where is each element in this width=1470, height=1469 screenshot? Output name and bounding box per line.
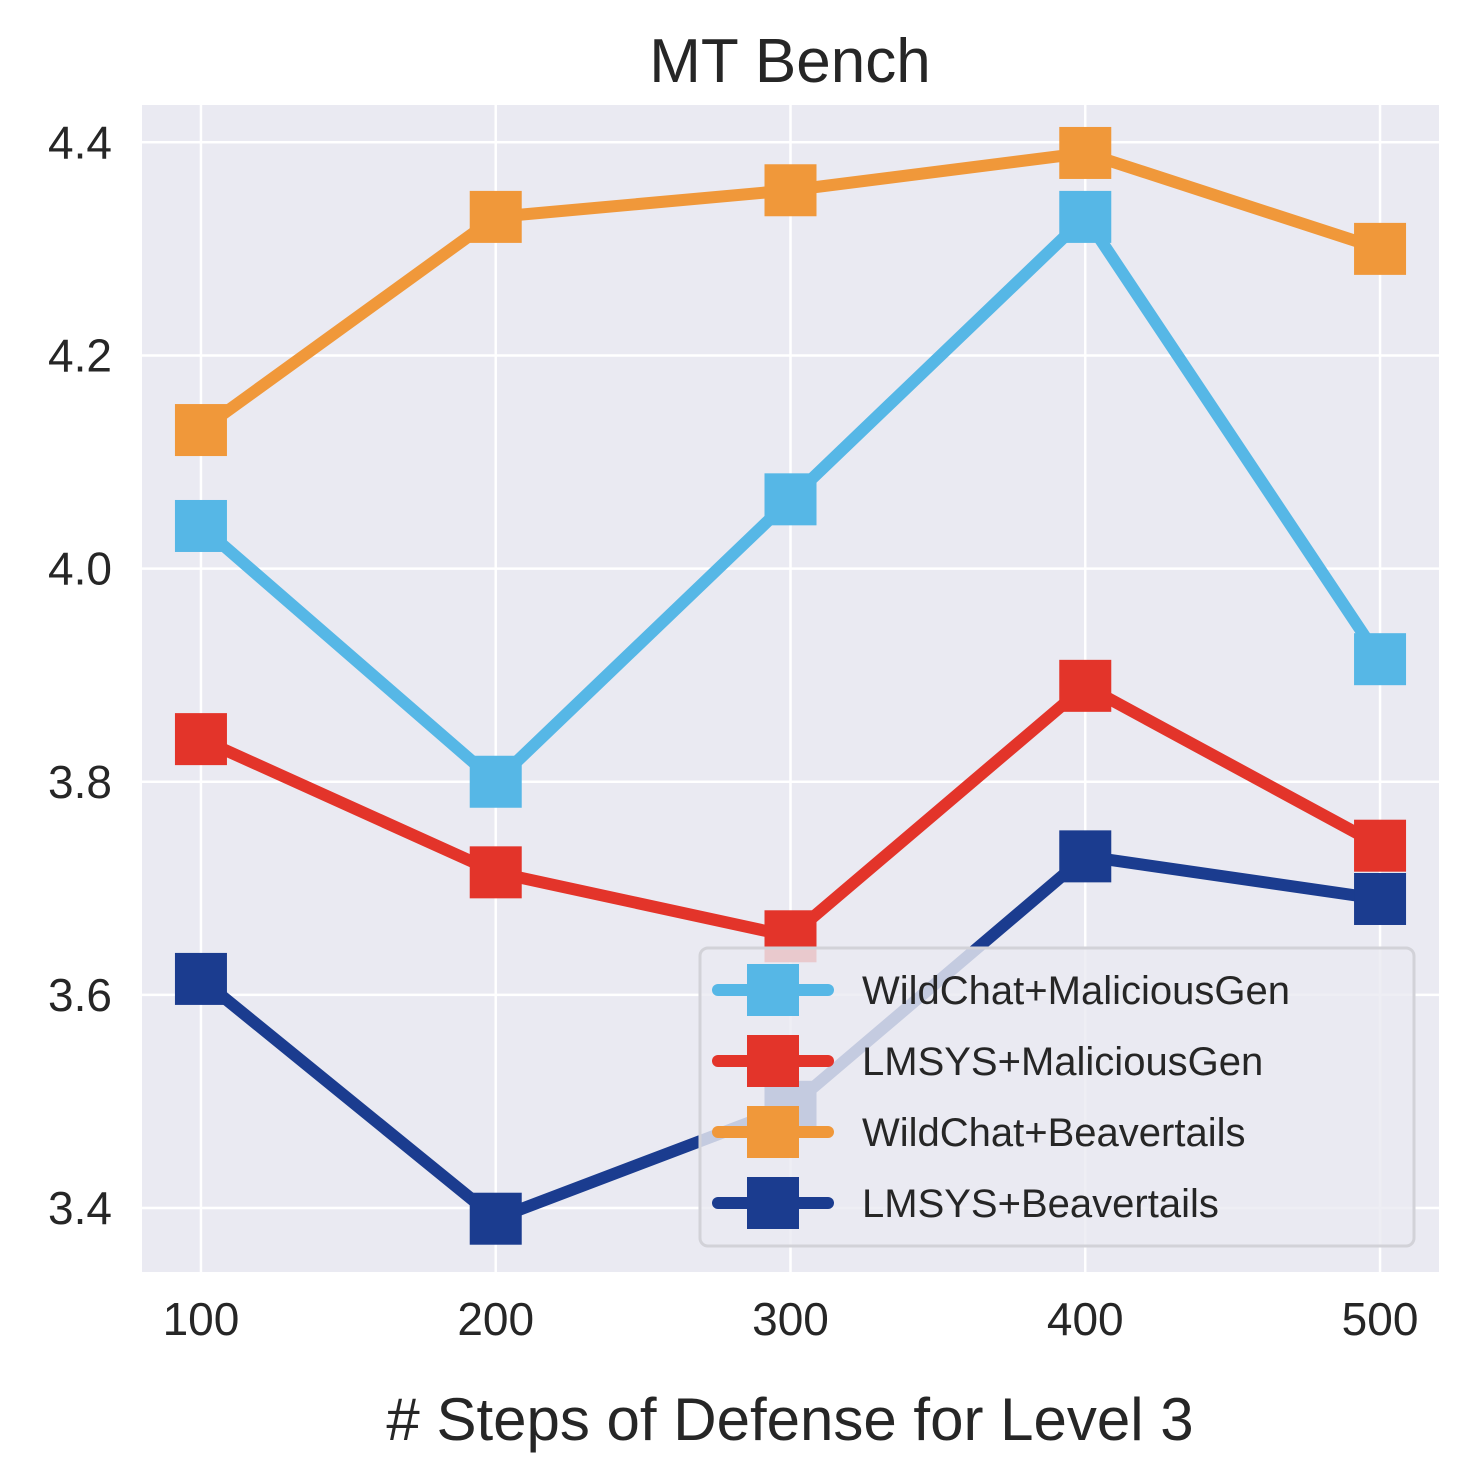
y-tick-label: 4.4 [48, 116, 112, 168]
data-point [174, 713, 227, 766]
series-wildchat-beavertails [174, 126, 1407, 457]
legend-box [698, 946, 1416, 1248]
data-point [1059, 190, 1112, 243]
legend-swatch-marker [747, 1106, 799, 1158]
data-point [174, 404, 227, 457]
data-point [469, 755, 522, 808]
data-point [469, 1192, 522, 1245]
legend-label: LMSYS+Beavertails [862, 1182, 1219, 1226]
legend-label: WildChat+MaliciousGen [862, 969, 1290, 1013]
legend-label: WildChat+Beavertails [862, 1111, 1246, 1155]
data-point [469, 846, 522, 899]
y-tick-label: 3.4 [48, 1182, 112, 1234]
legend-swatch-marker [747, 1035, 799, 1087]
data-point [1354, 819, 1407, 872]
x-tick-label: 500 [1342, 1293, 1419, 1345]
data-point [764, 164, 817, 217]
data-point [1354, 872, 1407, 925]
legend: WildChat+MaliciousGen LMSYS+MaliciousGen W… [698, 946, 1416, 1248]
y-tick-label: 3.6 [48, 969, 112, 1021]
series-wildchat-maliciousgen [174, 190, 1407, 808]
y-tick-label: 3.8 [48, 756, 112, 808]
legend-swatch-marker [747, 964, 799, 1016]
legend-item: WildChat+MaliciousGen [712, 964, 1290, 1016]
data-point [1354, 222, 1407, 275]
legend-label: LMSYS+MaliciousGen [862, 1040, 1263, 1084]
legend-item: LMSYS+MaliciousGen [712, 1035, 1263, 1087]
x-tick-label: 200 [457, 1293, 534, 1345]
legend-item: LMSYS+Beavertails [712, 1177, 1219, 1229]
legend-item: WildChat+Beavertails [712, 1106, 1246, 1158]
tick-labels: 100 200 300 400 500 3.4 3.6 3.8 4.0 4.2 4.4 [48, 116, 1418, 1345]
data-point [1059, 659, 1112, 712]
data-point [764, 473, 817, 526]
x-tick-label: 100 [163, 1293, 240, 1345]
y-tick-label: 4.2 [48, 329, 112, 381]
y-tick-label: 4.0 [48, 543, 112, 595]
legend-swatch-marker [747, 1177, 799, 1229]
data-point [1354, 633, 1407, 686]
x-tick-label: 400 [1047, 1293, 1124, 1345]
data-point [1059, 126, 1112, 179]
x-tick-label: 300 [752, 1293, 829, 1345]
grid-lines [142, 105, 1439, 1272]
data-point [469, 190, 522, 243]
x-axis-label: # Steps of Defense for Level 3 [386, 1386, 1193, 1453]
data-point [1059, 830, 1112, 883]
chart-title: MT Bench [649, 27, 930, 96]
data-point [174, 499, 227, 552]
data-point [174, 952, 227, 1005]
